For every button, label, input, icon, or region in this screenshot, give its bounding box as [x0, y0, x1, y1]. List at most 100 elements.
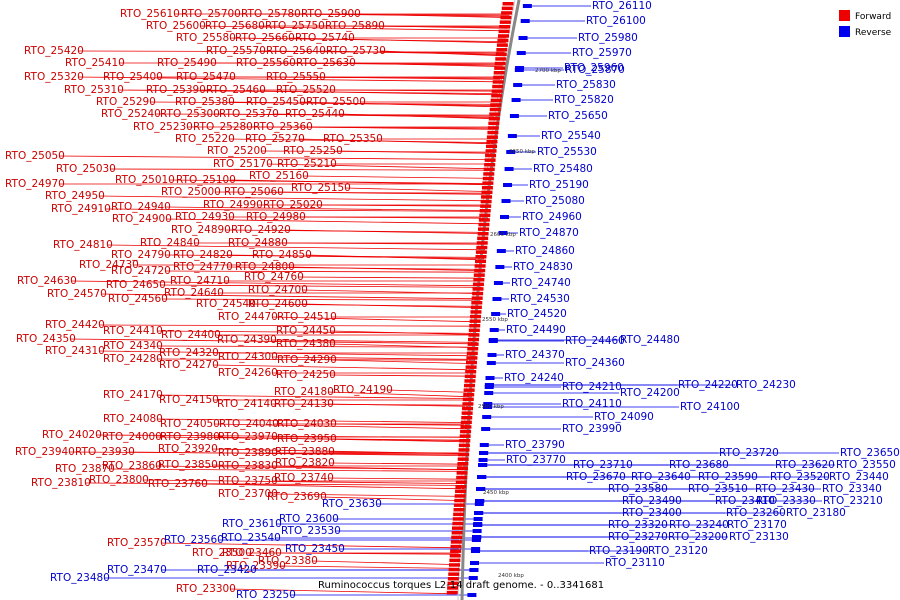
leader-line	[271, 356, 476, 360]
forward-gene	[467, 342, 479, 346]
reverse-gene	[474, 502, 484, 506]
forward-gene	[474, 268, 486, 273]
gene-label: RTO_23940	[15, 446, 75, 458]
reverse-gene	[504, 167, 514, 171]
gene-label: RTO_24740	[511, 277, 571, 289]
gene-label: RTO_23870	[55, 463, 115, 475]
leader-line	[281, 242, 486, 245]
leader-line	[106, 244, 485, 251]
leader-line	[109, 168, 493, 171]
leader-line	[142, 479, 465, 484]
gene-label: RTO_25530	[537, 146, 597, 158]
forward-gene	[448, 567, 460, 572]
forward-gene	[473, 273, 485, 277]
gene-label: RTO_24170	[103, 389, 163, 401]
leader-line	[386, 389, 473, 393]
reverse-gene	[478, 458, 488, 462]
gene-label: RTO_25060	[224, 186, 284, 198]
leader-line	[330, 438, 469, 441]
gene-label: RTO_24150	[159, 394, 219, 406]
gene-label: RTO_23380	[258, 555, 318, 567]
reverse-gene	[482, 415, 492, 419]
reverse-gene	[499, 215, 509, 219]
forward-gene	[486, 140, 498, 144]
gene-label: RTO_24950	[45, 190, 105, 202]
gene-label: RTO_25200	[207, 145, 267, 157]
gene-label: RTO_23980	[160, 431, 220, 443]
gene-label: RTO_24380	[276, 338, 336, 350]
forward-gene	[477, 232, 489, 236]
forward-gene	[464, 374, 476, 379]
gene-label: RTO_23430	[755, 483, 815, 495]
gene-label: RTO_24850	[252, 249, 312, 261]
forward-gene	[447, 581, 459, 586]
leader-line	[302, 175, 492, 179]
gene-label: RTO_24320	[159, 347, 219, 359]
gene-label: RTO_24200	[620, 387, 680, 399]
forward-gene	[452, 517, 464, 521]
forward-gene	[447, 586, 459, 590]
gene-label: RTO_24390	[217, 334, 277, 346]
gene-label: RTO_25100	[176, 174, 236, 186]
gene-label: RTO_23340	[822, 483, 882, 495]
gene-label: RTO_24490	[506, 324, 566, 336]
forward-gene	[453, 508, 465, 512]
gene-label: RTO_24650	[106, 279, 166, 291]
gene-label: RTO_23650	[840, 447, 900, 459]
leader-line	[277, 191, 491, 195]
gene-label: RTO_25370	[219, 108, 279, 120]
forward-gene	[461, 411, 473, 415]
gene-label: RTO_24220	[678, 379, 738, 391]
forward-gene	[449, 554, 461, 558]
gene-label: RTO_25630	[296, 57, 356, 69]
forward-gene	[466, 351, 478, 356]
reverse-gene	[492, 297, 502, 301]
leader-line	[306, 126, 497, 130]
gene-label: RTO_24630	[17, 275, 77, 287]
forward-gene	[471, 301, 483, 305]
gene-label: RTO_24030	[277, 418, 337, 430]
reverse-gene	[470, 549, 480, 553]
forward-gene	[491, 89, 503, 93]
gene-label: RTO_23130	[729, 531, 789, 543]
leader-line	[164, 206, 489, 211]
gene-label: RTO_25170	[213, 158, 273, 170]
gene-label: RTO_24800	[235, 261, 295, 273]
reverse-gene	[468, 576, 478, 580]
gene-label: RTO_23970	[218, 431, 278, 443]
forward-gene	[490, 103, 502, 107]
reverse-gene	[473, 523, 483, 527]
leader-line	[164, 270, 483, 273]
leader-line	[329, 330, 478, 335]
leader-line	[327, 391, 472, 398]
gene-label: RTO_25160	[249, 170, 309, 182]
forward-gene	[494, 66, 506, 70]
forward-gene	[501, 6, 513, 11]
forward-gene	[456, 466, 468, 471]
legend-label-reverse: Reverse	[855, 28, 892, 38]
forward-gene	[480, 199, 492, 204]
leader-line	[100, 293, 481, 300]
gene-label: RTO_24820	[173, 249, 233, 261]
forward-gene	[480, 204, 492, 208]
reverse-gene	[516, 51, 526, 55]
forward-gene	[475, 255, 487, 259]
gene-label: RTO_25010	[115, 174, 175, 186]
gene-label: RTO_24520	[507, 308, 567, 320]
leader-line	[104, 208, 489, 212]
gene-label: RTO_25600	[146, 20, 206, 32]
gene-label: RTO_24760	[244, 271, 304, 283]
gene-label: RTO_24050	[160, 418, 220, 430]
tick-label: 2700 kbp	[535, 68, 561, 74]
leader-line	[84, 482, 465, 486]
gene-label: RTO_23180	[786, 507, 846, 519]
forward-gene	[493, 75, 505, 80]
forward-gene	[497, 38, 509, 43]
forward-gene	[499, 20, 511, 24]
gene-label: RTO_23600	[279, 513, 339, 525]
gene-label: RTO_25490	[157, 57, 217, 69]
reverse-gene	[498, 231, 508, 235]
forward-gene	[483, 172, 495, 176]
forward-gene	[476, 241, 488, 245]
gene-label: RTO_23810	[31, 477, 91, 489]
